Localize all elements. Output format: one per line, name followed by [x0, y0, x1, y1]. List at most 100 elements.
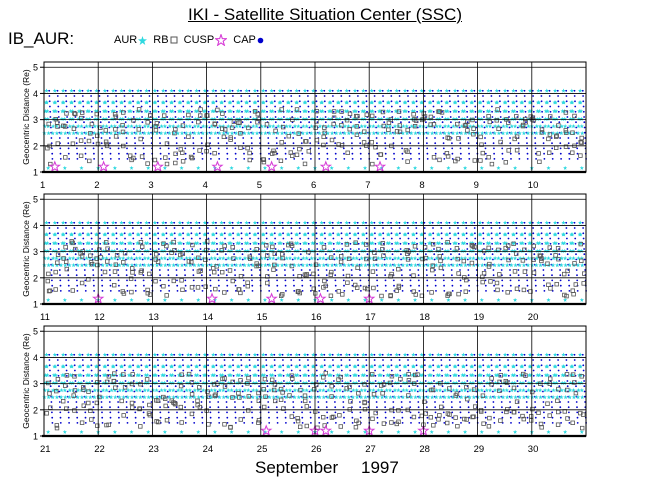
aur-point [394, 220, 399, 225]
cap-point [500, 258, 503, 261]
cap-point [48, 232, 51, 235]
cap-point [142, 147, 145, 150]
cap-point [99, 242, 102, 245]
aur-point [211, 220, 216, 225]
cap-point [98, 221, 101, 224]
cap-point [499, 242, 502, 245]
cap-point [182, 110, 185, 113]
cap-point [432, 227, 434, 229]
cap-point [76, 290, 79, 292]
cap-point [326, 416, 329, 419]
aur-point [334, 256, 339, 261]
aur-point [261, 232, 266, 237]
cap-point [298, 364, 301, 367]
aur-point [512, 256, 518, 261]
cap-point [543, 147, 545, 150]
cap-point [340, 95, 343, 97]
aur-point [309, 394, 314, 400]
aur-point [178, 108, 183, 114]
rb-point [221, 134, 227, 139]
cap-point [165, 100, 168, 103]
cap-point [223, 359, 226, 361]
aur-point [309, 256, 314, 261]
cap-point [226, 422, 229, 424]
cap-point [459, 147, 462, 150]
cap-point [191, 385, 194, 388]
cap-point [534, 269, 536, 271]
cap-point [442, 279, 445, 282]
cap-point [51, 416, 54, 419]
cap-point [175, 258, 177, 261]
aur-point [336, 364, 341, 369]
aur-point [88, 130, 93, 136]
aur-point [411, 88, 416, 93]
aur-point [520, 100, 525, 105]
aur-point [404, 248, 409, 253]
rb-point [153, 124, 159, 129]
aur-point [285, 372, 290, 378]
aur-point [550, 130, 556, 136]
aur-point [226, 248, 231, 253]
rb-point [211, 269, 217, 275]
rb-point [222, 422, 227, 427]
rb-point [215, 107, 220, 113]
rb-point [465, 128, 470, 133]
cap-point [224, 105, 226, 108]
cap-point [234, 416, 237, 419]
aur-point [563, 124, 568, 129]
cap-point [258, 126, 261, 129]
aur-point [154, 262, 160, 268]
aur-point [101, 388, 106, 393]
aur-point [161, 364, 166, 369]
cap-point [48, 353, 51, 356]
aur-point [434, 124, 439, 129]
aur-point [50, 262, 55, 268]
rb-point [380, 241, 385, 246]
cap-point [106, 95, 109, 97]
cap-point [274, 121, 277, 124]
cap-point [273, 232, 276, 235]
aur-point [400, 130, 406, 136]
aur-point [384, 248, 390, 253]
aur-point [362, 108, 367, 114]
cap-point [574, 110, 577, 113]
aur-point [352, 108, 357, 114]
aur-point [320, 380, 326, 385]
cap-point [565, 100, 568, 103]
cap-point [441, 121, 444, 124]
aur-point [78, 116, 84, 121]
aur-point [337, 248, 342, 253]
cap-point [174, 116, 177, 118]
rb-point [463, 289, 468, 294]
cap-point [240, 105, 243, 108]
cap-point [525, 121, 527, 124]
cap-point [533, 126, 536, 129]
rb-point [127, 153, 133, 158]
aur-point [221, 256, 226, 261]
rb-point [370, 161, 375, 167]
cap-point [181, 95, 184, 97]
aur-point [568, 248, 573, 253]
cap-point [425, 137, 428, 139]
aur-point [77, 352, 82, 357]
cap-point [168, 152, 170, 155]
aur-point [108, 262, 114, 268]
cap-point [283, 248, 285, 250]
cap-point [75, 142, 78, 145]
rb-point [269, 151, 275, 156]
cap-point [142, 406, 145, 409]
cap-point [66, 390, 69, 393]
cap-point [467, 147, 470, 150]
cap-point [215, 227, 218, 229]
rb-point [55, 376, 61, 382]
aur-point [530, 262, 535, 268]
aur-point [104, 256, 109, 261]
rb-point [163, 403, 168, 409]
aur-point [170, 372, 175, 378]
cap-point [98, 89, 101, 92]
rb-point [163, 155, 168, 160]
aur-point [544, 88, 549, 93]
aur-point [67, 262, 72, 268]
aur-point [302, 220, 308, 225]
rb-point [520, 122, 526, 128]
